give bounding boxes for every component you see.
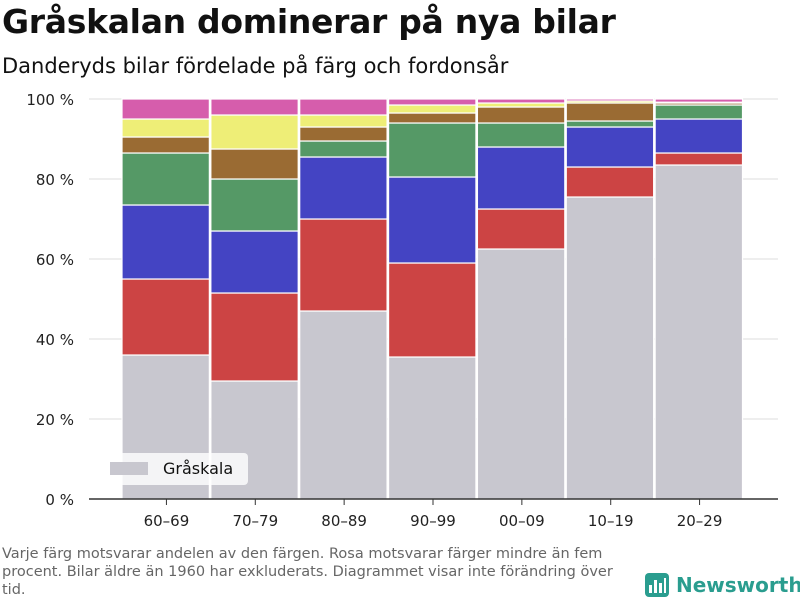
x-tick-label: 60–69 xyxy=(144,512,190,530)
bars xyxy=(121,98,744,500)
y-tick-label: 40 % xyxy=(36,331,74,349)
bar-segment xyxy=(654,98,744,103)
bar-segment xyxy=(299,156,388,220)
x-tick-label: 70–79 xyxy=(232,512,278,530)
bar-segment xyxy=(387,356,477,500)
legend-box xyxy=(101,453,248,485)
bar-segment xyxy=(210,98,299,116)
chart-subtitle: Danderyds bilar fördelade på färg och fo… xyxy=(2,54,509,78)
newsworthy-logo-icon xyxy=(645,573,669,597)
legend-label: Gråskala xyxy=(163,459,233,478)
bar-segment xyxy=(387,122,477,178)
bar-segment xyxy=(565,126,655,168)
stacked-bar-chart: 0 % 20 % 40 % 60 % 80 % 100 % 60–69 70–79 80–89 9… xyxy=(26,91,778,530)
bar-segment xyxy=(210,178,299,232)
bar-segment xyxy=(121,278,210,356)
x-tick-label: 10–19 xyxy=(588,512,634,530)
bar-segment xyxy=(476,122,566,148)
bar-segment xyxy=(654,118,744,154)
bar-segment xyxy=(476,146,566,210)
bar-segment xyxy=(565,120,655,128)
x-tick-label: 00–09 xyxy=(499,512,545,530)
bar-segment xyxy=(654,104,744,120)
y-tick-label: 0 % xyxy=(45,491,74,509)
bar-segment xyxy=(476,106,566,124)
legend: Gråskala xyxy=(101,453,248,485)
bar-segment xyxy=(654,152,744,166)
bar-segment xyxy=(121,118,210,138)
bar-segment xyxy=(654,164,744,500)
bar-segment xyxy=(210,230,299,294)
bar-segment xyxy=(565,102,655,122)
bar-segment xyxy=(121,136,210,154)
bar-segment xyxy=(299,98,388,116)
brand-logo: Newsworthy xyxy=(644,570,800,600)
x-tick-label: 90–99 xyxy=(410,512,456,530)
bar-segment xyxy=(299,310,388,500)
legend-swatch xyxy=(110,462,148,475)
bar-segment xyxy=(121,152,210,206)
bar-segment xyxy=(299,126,388,142)
brand-name: Newsworthy xyxy=(676,573,800,597)
chart-title: Gråskalan dominerar på nya bilar xyxy=(2,2,616,41)
y-tick-label: 20 % xyxy=(36,411,74,429)
bar-segment xyxy=(476,248,566,500)
bar-segment xyxy=(299,114,388,128)
y-tick-label: 80 % xyxy=(36,171,74,189)
y-tick-label: 60 % xyxy=(36,251,74,269)
x-tick-label: 80–89 xyxy=(321,512,367,530)
bar-segment xyxy=(565,196,655,500)
bar-segment xyxy=(210,292,299,382)
bar-segment xyxy=(210,114,299,150)
bar-segment xyxy=(121,98,210,120)
bar-segment xyxy=(121,204,210,280)
axes: 0 % 20 % 40 % 60 % 80 % 100 % 60–69 70–79 80–89 9… xyxy=(26,91,778,530)
bar-segment xyxy=(387,104,477,114)
bar-segment xyxy=(299,218,388,312)
bar-segment xyxy=(565,166,655,198)
bar-segment xyxy=(565,98,655,102)
x-tick-label: 20–29 xyxy=(677,512,723,530)
bar-segment xyxy=(387,98,477,106)
footnote: Varje färg motsvarar andelen av den färg… xyxy=(2,546,613,598)
bar-segment xyxy=(299,140,388,158)
bar-segment xyxy=(210,148,299,180)
bar-segment xyxy=(387,176,477,264)
y-tick-label: 100 % xyxy=(26,91,74,109)
bar-segment xyxy=(387,262,477,358)
bar-segment xyxy=(476,98,566,104)
bar-segment xyxy=(476,208,566,250)
bar-segment xyxy=(387,112,477,124)
